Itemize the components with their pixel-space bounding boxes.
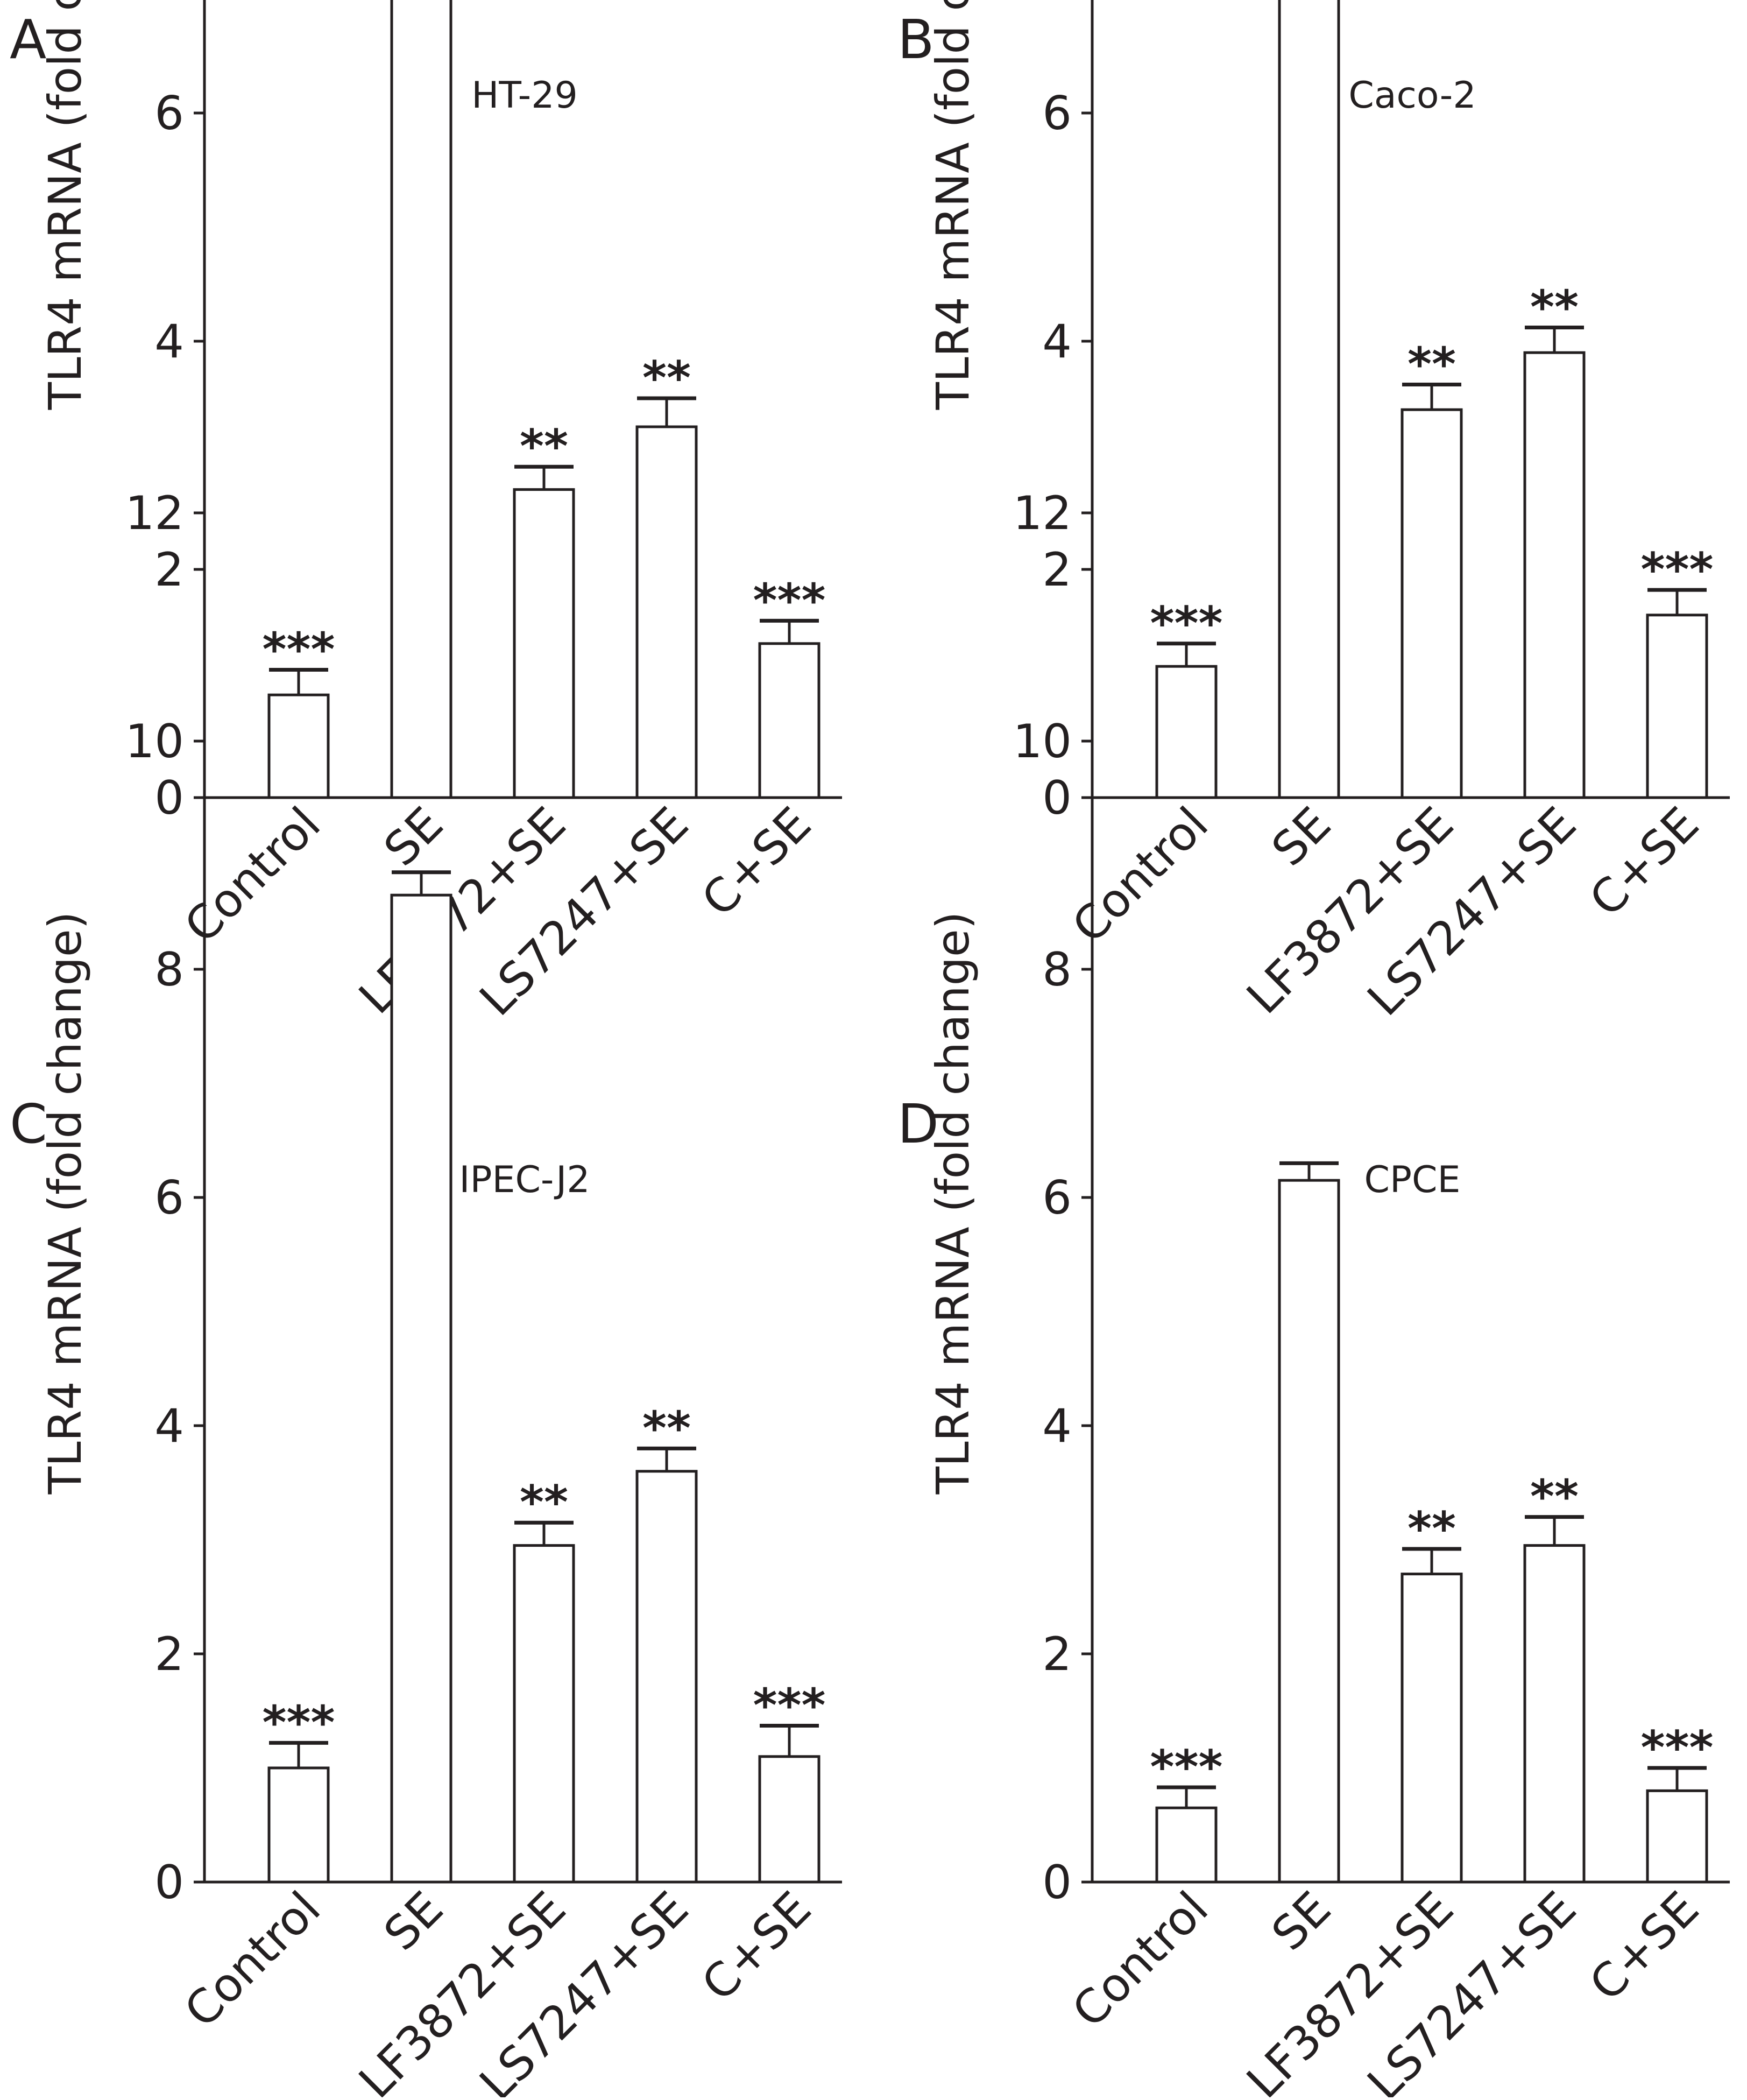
x-tick-label: C+SE [1580, 797, 1709, 927]
bar [1523, 1544, 1586, 1884]
y-tick-label: 2 [154, 1627, 184, 1681]
bar [1278, 0, 1340, 799]
y-tick-label: 10 [125, 715, 184, 769]
y-tick-label: 4 [1042, 315, 1072, 369]
y-axis-label: TLR4 mRNA (fold change) [39, 912, 91, 1495]
x-tick-label: SE [374, 1881, 454, 1961]
y-tick-label: 8 [154, 943, 184, 997]
x-tick-label: Control [174, 797, 331, 954]
x-tick-label: Control [1062, 1881, 1219, 2038]
panel-title: Caco-2 [1348, 74, 1476, 117]
panel-title: IPEC-J2 [459, 1159, 590, 1201]
bar [635, 425, 698, 799]
bar [267, 1766, 330, 1884]
y-tick-label: 8 [1042, 943, 1072, 997]
bar [1278, 1179, 1340, 1884]
bar [758, 642, 821, 799]
significance-label: *** [1641, 543, 1714, 597]
x-tick-label: SE [1262, 797, 1341, 877]
bar [1155, 665, 1218, 799]
significance-label: ** [1407, 338, 1456, 392]
y-tick-label: 6 [1042, 1171, 1072, 1225]
bar [513, 1544, 575, 1884]
y-axis-label: TLR4 mRNA (fold change) [39, 0, 91, 410]
bar [1401, 1573, 1463, 1884]
x-tick-label: C+SE [1580, 1881, 1709, 2011]
significance-label: *** [1150, 597, 1223, 651]
panel-letter: B [897, 8, 935, 71]
y-axis-label: TLR4 mRNA (fold change) [926, 912, 979, 1495]
panel-letter: C [10, 1093, 47, 1155]
significance-label: *** [753, 1679, 826, 1733]
bar [1646, 1789, 1708, 1884]
significance-label: ** [642, 351, 691, 405]
significance-label: ** [520, 1476, 568, 1530]
y-tick-label: 10 [1013, 715, 1072, 769]
x-tick-label: SE [1262, 1881, 1341, 1961]
bar [390, 0, 452, 799]
x-tick-label: SE [374, 797, 454, 877]
significance-label: *** [1150, 1740, 1223, 1794]
x-tick-label: Control [174, 1881, 331, 2038]
y-tick-label: 6 [1042, 87, 1072, 140]
bar [1401, 408, 1463, 799]
bar [635, 1470, 698, 1884]
panel-title: CPCE [1364, 1159, 1461, 1201]
y-tick-label: 0 [1042, 771, 1072, 825]
x-tick-label: Control [1062, 797, 1219, 954]
significance-label: ** [1530, 281, 1579, 335]
bar [1646, 614, 1708, 799]
significance-label: *** [753, 574, 826, 628]
bar [1155, 1806, 1218, 1884]
panel-title: HT-29 [471, 74, 578, 117]
y-axis-label: TLR4 mRNA (fold change) [926, 0, 979, 410]
bar [267, 693, 330, 799]
significance-label: *** [1641, 1721, 1714, 1775]
significance-label: *** [263, 1696, 335, 1750]
x-tick-label: C+SE [692, 1881, 822, 2011]
significance-label: ** [1407, 1502, 1456, 1556]
panel-letter: A [10, 8, 46, 71]
y-tick-label: 4 [154, 1399, 184, 1453]
y-tick-label: 2 [1042, 1627, 1072, 1681]
y-tick-label: 12 [1013, 487, 1072, 540]
bar [1523, 351, 1586, 799]
bar [513, 488, 575, 799]
y-tick-label: 12 [125, 487, 184, 540]
bar [758, 1755, 821, 1884]
y-tick-label: 4 [154, 315, 184, 369]
y-tick-label: 0 [1042, 1856, 1072, 1909]
y-tick-label: 0 [154, 771, 184, 825]
y-tick-label: 4 [1042, 1399, 1072, 1453]
y-tick-label: 2 [154, 543, 184, 597]
y-tick-label: 6 [154, 87, 184, 140]
bar [390, 893, 452, 1884]
x-tick-label: C+SE [692, 797, 822, 927]
significance-label: ** [1530, 1470, 1579, 1524]
panel-letter: D [897, 1093, 939, 1155]
significance-label: ** [520, 420, 568, 474]
y-tick-label: 2 [1042, 543, 1072, 597]
significance-label: *** [263, 623, 335, 677]
y-tick-label: 6 [154, 1171, 184, 1225]
significance-label: ** [642, 1401, 691, 1455]
y-tick-label: 0 [154, 1856, 184, 1909]
